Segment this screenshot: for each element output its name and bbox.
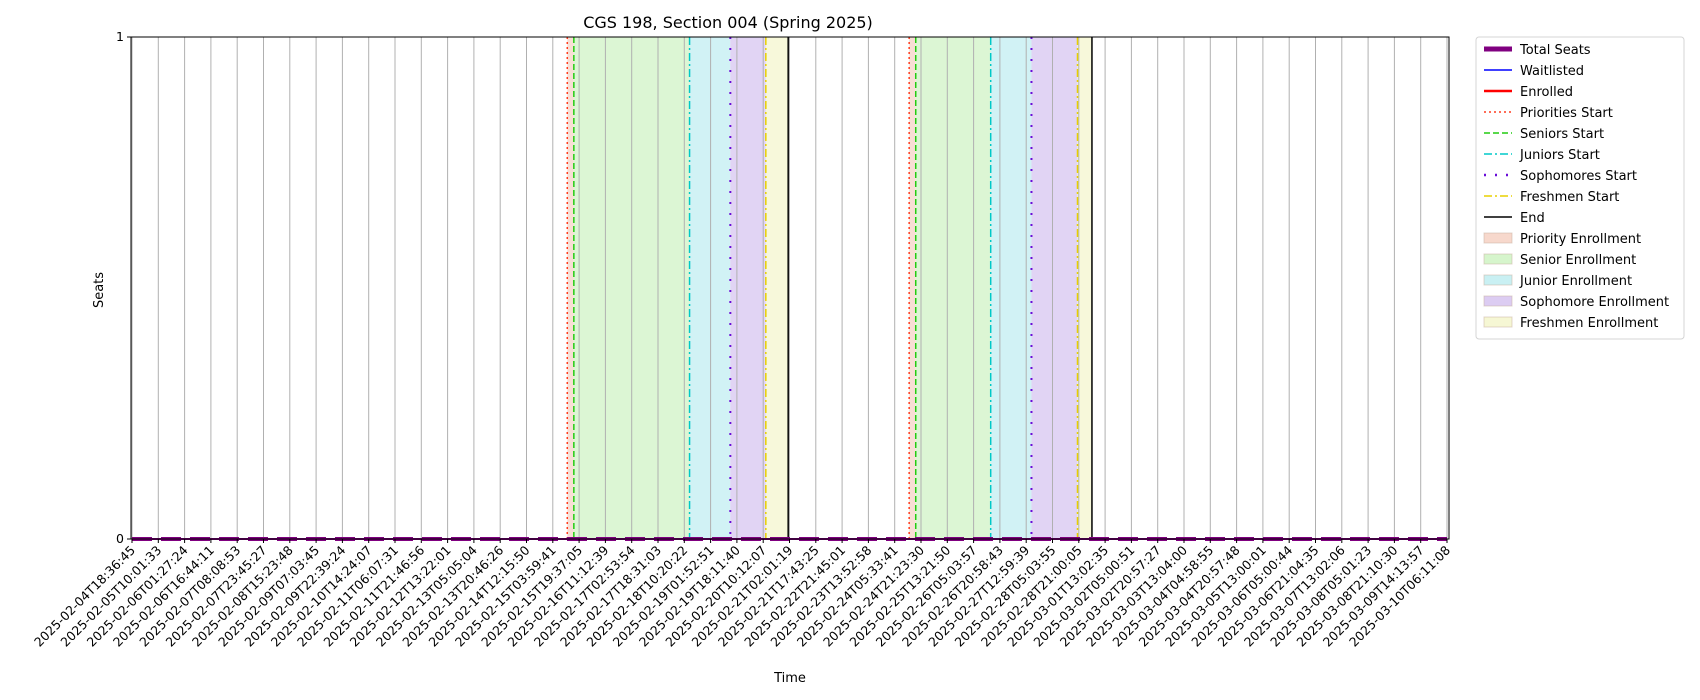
legend-label-7: Freshmen Start	[1520, 190, 1619, 205]
legend-swatch-9	[1483, 232, 1513, 244]
legend-swatch-11	[1483, 274, 1513, 286]
legend-swatch-10	[1483, 253, 1513, 265]
span-4-1	[1077, 37, 1092, 539]
legend-label-1: Waitlisted	[1520, 64, 1584, 79]
legend-label-13: Freshmen Enrollment	[1520, 316, 1658, 331]
legend-label-0: Total Seats	[1519, 43, 1591, 58]
legend-frame	[1475, 36, 1685, 340]
legend-swatch-13	[1483, 316, 1513, 328]
legend-label-10: Senior Enrollment	[1520, 253, 1636, 268]
plot-area: 012025-02-04T18:36:452025-02-05T10:01:33…	[31, 29, 1453, 650]
legend-label-8: End	[1520, 211, 1545, 226]
y-axis-label: Seats	[92, 272, 107, 308]
chart-title: CGS 198, Section 004 (Spring 2025)	[583, 13, 873, 32]
legend-label-4: Seniors Start	[1520, 127, 1604, 142]
span-4-0	[765, 37, 789, 539]
span-3-0	[730, 37, 766, 539]
span-2-0	[689, 37, 731, 539]
legend-label-11: Junior Enrollment	[1519, 274, 1632, 289]
legend-label-3: Priorities Start	[1520, 106, 1613, 121]
y-tick-label: 1	[116, 29, 124, 44]
legend: Total Seats Waitlisted Enrolled Priorities …	[1475, 36, 1685, 340]
span-0-0	[567, 37, 574, 539]
legend-label-9: Priority Enrollment	[1520, 232, 1641, 247]
legend-label-6: Sophomores Start	[1520, 169, 1637, 184]
span-3-1	[1031, 37, 1078, 539]
span-2-1	[990, 37, 1032, 539]
legend-label-5: Juniors Start	[1519, 148, 1600, 163]
span-1-1	[915, 37, 991, 539]
y-tick-label: 0	[116, 531, 124, 546]
x-axis-label: Time	[773, 671, 806, 686]
legend-label-2: Enrolled	[1520, 85, 1573, 100]
span-0-1	[909, 37, 916, 539]
legend-label-12: Sophomore Enrollment	[1520, 295, 1669, 310]
legend-swatch-12	[1483, 295, 1513, 307]
